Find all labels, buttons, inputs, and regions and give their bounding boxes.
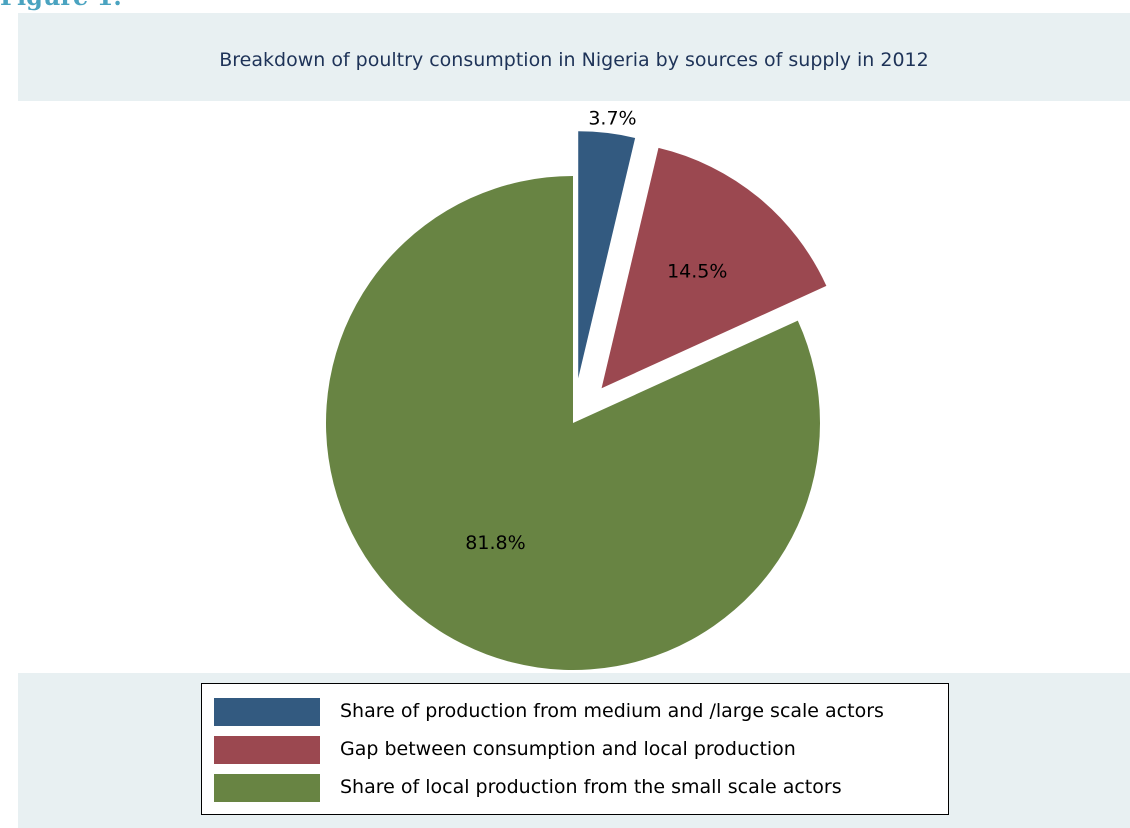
legend-label-consumption-gap: Gap between consumption and local produc… — [340, 738, 796, 760]
legend-item-medium-large-scale: Share of production from medium and /lar… — [214, 698, 934, 726]
legend-item-small-scale: Share of local production from the small… — [214, 774, 934, 802]
legend-swatch-consumption-gap — [214, 736, 320, 764]
pie-slice-medium-large-scale — [578, 131, 636, 379]
chart-frame: Breakdown of poultry consumption in Nige… — [18, 13, 1130, 828]
pie-slice-small-scale — [326, 176, 820, 670]
pie-slice-consumption-gap — [601, 147, 827, 389]
slice-label-consumption-gap: 14.5% — [667, 260, 727, 282]
slice-label-medium-large-scale: 3.7% — [588, 108, 636, 130]
chart-title: Breakdown of poultry consumption in Nige… — [219, 49, 929, 71]
legend-label-small-scale: Share of local production from the small… — [340, 776, 842, 798]
plot-region: 3.7% 14.5% 81.8% — [18, 101, 1130, 673]
figure-caption: Figure 1. — [0, 0, 122, 11]
legend-label-medium-large-scale: Share of production from medium and /lar… — [340, 700, 884, 722]
legend-swatch-medium-large-scale — [214, 698, 320, 726]
legend-swatch-small-scale — [214, 774, 320, 802]
legend: Share of production from medium and /lar… — [201, 683, 949, 815]
legend-item-consumption-gap: Gap between consumption and local produc… — [214, 736, 934, 764]
pie-chart: 3.7% 14.5% 81.8% — [326, 108, 827, 670]
slice-label-small-scale: 81.8% — [465, 532, 525, 554]
